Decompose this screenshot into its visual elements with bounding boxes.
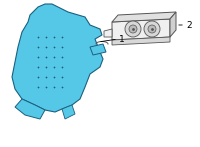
Circle shape: [125, 21, 141, 37]
Polygon shape: [112, 19, 170, 40]
Circle shape: [129, 25, 137, 33]
Polygon shape: [104, 29, 112, 37]
Circle shape: [144, 21, 160, 37]
Polygon shape: [170, 12, 176, 37]
Polygon shape: [90, 44, 106, 55]
Text: 2: 2: [186, 20, 192, 30]
Circle shape: [148, 25, 156, 33]
Text: 1: 1: [119, 35, 125, 44]
Polygon shape: [12, 4, 103, 112]
Polygon shape: [112, 37, 170, 45]
Polygon shape: [15, 99, 45, 119]
Polygon shape: [62, 105, 75, 119]
Polygon shape: [112, 12, 176, 22]
